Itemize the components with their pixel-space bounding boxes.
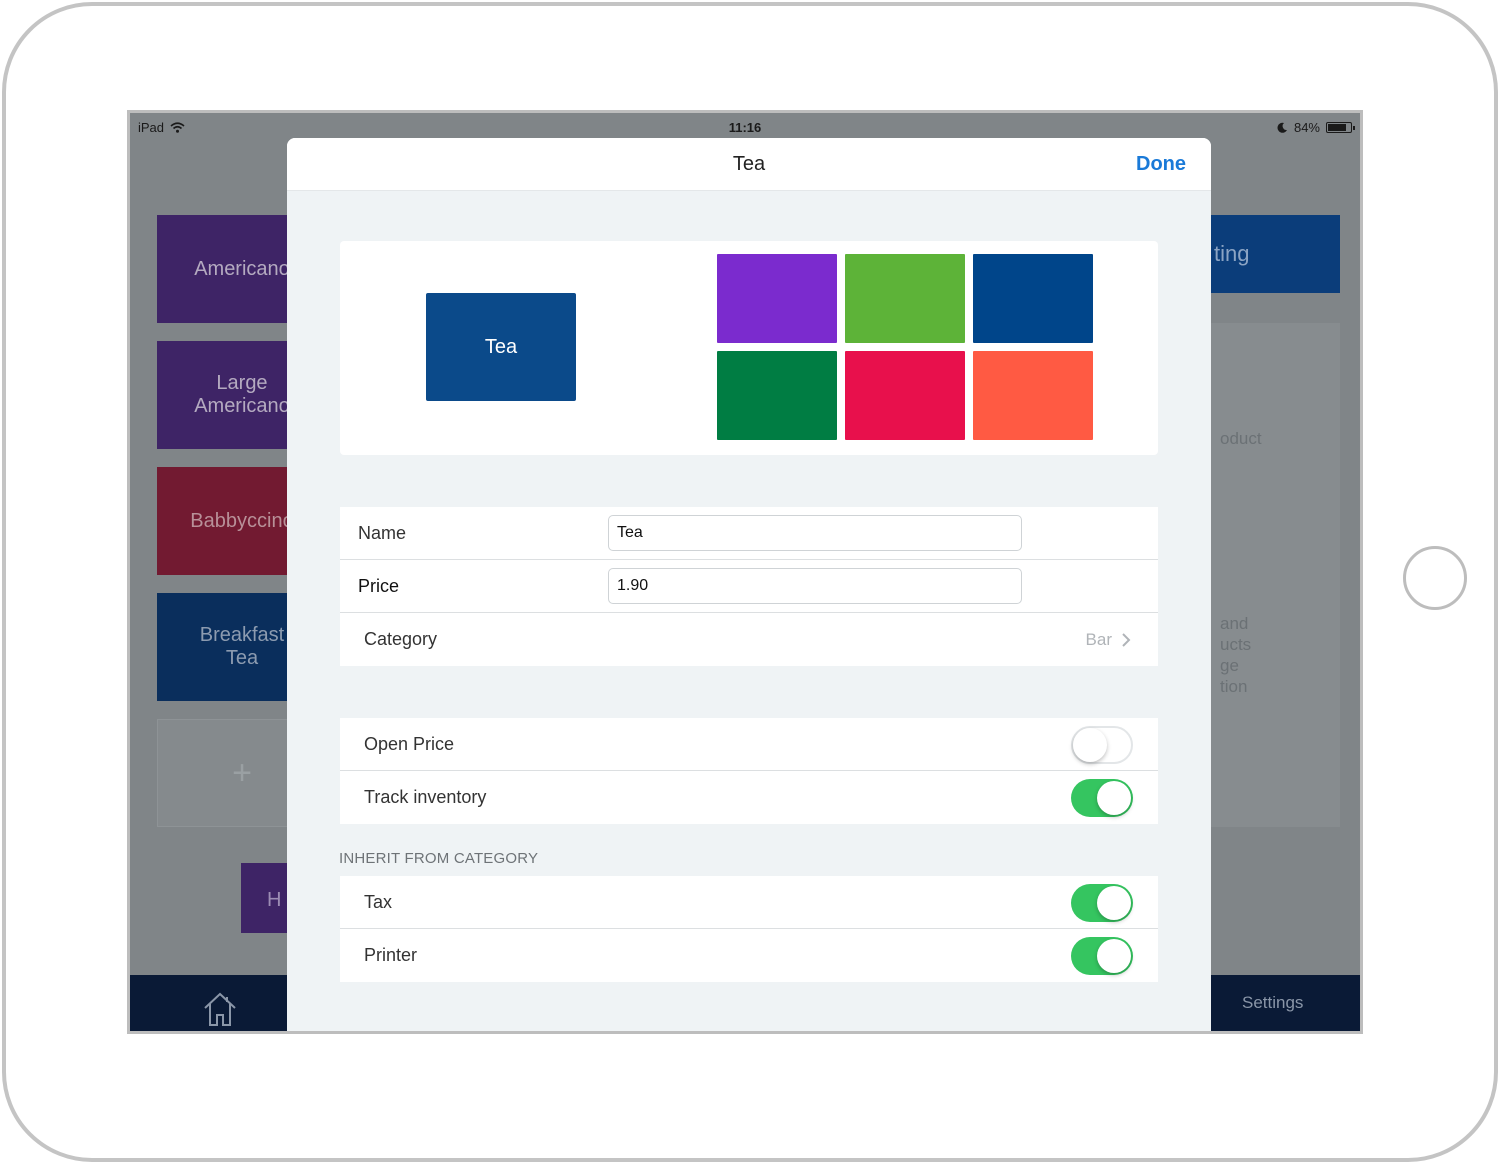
track-inventory-toggle[interactable] <box>1071 779 1133 817</box>
toggle-knob <box>1097 781 1131 815</box>
printer-label: Printer <box>364 945 418 965</box>
color-swatch-green[interactable] <box>845 254 965 343</box>
wifi-icon <box>170 122 185 133</box>
name-label: Name <box>358 523 407 543</box>
category-value: Bar <box>1085 630 1112 649</box>
tax-row: Tax <box>340 876 1158 929</box>
status-right: 84% <box>1277 120 1355 135</box>
status-bar: iPad 11:16 84% <box>130 113 1360 137</box>
color-picker-card: Tea <box>340 241 1158 455</box>
printer-toggle[interactable] <box>1071 937 1133 975</box>
tab-settings[interactable]: Settings <box>1242 993 1304 1012</box>
color-swatch-purple[interactable] <box>717 254 837 343</box>
category-label: Category <box>364 629 438 649</box>
track-inventory-label: Track inventory <box>364 787 487 807</box>
clock: 11:16 <box>728 120 762 135</box>
right-action-button[interactable]: ting <box>1200 215 1340 293</box>
home-icon[interactable] <box>200 989 240 1029</box>
toggle-knob <box>1097 886 1131 920</box>
moon-icon <box>1277 122 1287 133</box>
name-field[interactable]: Tea <box>608 515 1022 551</box>
open-price-label: Open Price <box>364 734 455 754</box>
product-details-group: Name Tea Price 1.90 Category Bar <box>340 507 1158 666</box>
status-left: iPad <box>138 120 185 135</box>
open-price-toggle[interactable] <box>1071 726 1133 764</box>
right-info-panel: oduct and ucts ge tion <box>1200 323 1340 827</box>
toggle-knob <box>1097 939 1131 973</box>
color-swatches <box>717 254 1093 440</box>
inherit-section-header: INHERIT FROM CATEGORY <box>339 850 539 867</box>
battery-percent: 84% <box>1293 120 1320 135</box>
printer-row: Printer <box>340 929 1158 982</box>
home-button[interactable] <box>1403 546 1467 610</box>
track-inventory-row: Track inventory <box>340 771 1158 824</box>
toggle-knob <box>1073 728 1107 762</box>
screen: iPad 11:16 84% Americano Large Americano… <box>127 110 1363 1034</box>
tile-h[interactable]: H <box>241 863 291 933</box>
right-panel-text: oduct <box>1220 429 1262 448</box>
open-price-row: Open Price <box>340 718 1158 771</box>
price-field[interactable]: 1.90 <box>608 568 1022 604</box>
price-label: Price <box>358 576 400 596</box>
chevron-right-icon <box>1122 633 1131 647</box>
inherit-group: Tax Printer <box>340 876 1158 982</box>
right-panel-description: and ucts ge tion <box>1220 614 1252 696</box>
tax-label: Tax <box>364 892 393 912</box>
color-swatch-dark-green[interactable] <box>717 351 837 440</box>
name-row: Name Tea <box>340 507 1158 560</box>
tax-toggle[interactable] <box>1071 884 1133 922</box>
color-swatch-pink[interactable] <box>845 351 965 440</box>
device-label: iPad <box>138 120 165 135</box>
product-tile-preview: Tea <box>426 293 576 401</box>
color-swatch-orange[interactable] <box>973 351 1093 440</box>
done-button[interactable]: Done <box>1136 153 1186 175</box>
edit-product-modal: Tea Done Tea Name Tea Price 1.90 <box>287 138 1211 1031</box>
pricing-options-group: Open Price Track inventory <box>340 718 1158 824</box>
battery-icon <box>1326 122 1355 133</box>
modal-title: Tea <box>732 153 766 175</box>
price-row: Price 1.90 <box>340 560 1158 613</box>
modal-nav-bar: Tea Done <box>287 138 1211 191</box>
battery-fill <box>1328 124 1347 131</box>
color-swatch-blue[interactable] <box>973 254 1093 343</box>
category-row[interactable]: Category Bar <box>340 613 1158 666</box>
